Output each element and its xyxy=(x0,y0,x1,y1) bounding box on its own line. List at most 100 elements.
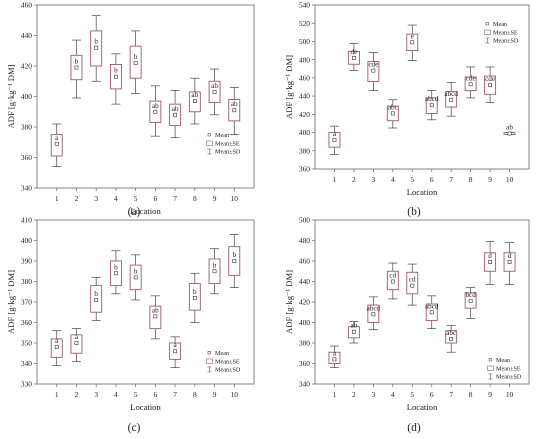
x-axis-label: Location xyxy=(407,402,438,412)
y-tick-label: 440 xyxy=(299,277,310,286)
y-tick-label: 340 xyxy=(21,359,32,368)
legend-se-box xyxy=(484,29,491,35)
y-tick-label: 360 xyxy=(21,153,32,162)
legend-mean-label: Mean xyxy=(493,21,507,28)
group-letter: ab xyxy=(231,100,238,108)
group-letter: a xyxy=(55,134,59,142)
legend-mean-marker xyxy=(207,133,211,137)
x-tick-label: 9 xyxy=(213,390,217,399)
mean-marker xyxy=(449,97,454,102)
mean-marker xyxy=(507,131,512,136)
group-letter: abcd xyxy=(444,90,458,98)
x-tick-label: 9 xyxy=(213,194,217,203)
y-axis-label: ADF [g·kg⁻¹ DM] xyxy=(6,64,16,128)
plot-frame xyxy=(314,4,530,170)
x-tick-label: 10 xyxy=(231,390,239,399)
y-tick-label: 420 xyxy=(299,298,310,307)
group-letter: de xyxy=(351,48,358,56)
mean-marker xyxy=(332,137,337,142)
x-tick-label: 1 xyxy=(55,390,59,399)
mean-marker xyxy=(133,275,138,280)
group-letter: ab xyxy=(351,322,358,330)
y-tick-label: 360 xyxy=(299,165,310,174)
chart-panel-c: 330 340 350 360 370 380 390 400 410 1 2 3 4 5 6 7 8 9 10 Lo… xyxy=(6,216,255,434)
y-tick-label: 440 xyxy=(299,92,310,101)
mean-marker xyxy=(94,45,99,50)
mean-marker xyxy=(449,336,454,341)
y-tick-label: 460 xyxy=(21,1,32,10)
y-tick-label: 420 xyxy=(299,110,310,119)
y-tick-label: 460 xyxy=(299,257,310,266)
mean-marker xyxy=(488,83,492,88)
group-letter: abcd xyxy=(425,302,439,310)
legend-se-box xyxy=(206,140,213,146)
legend-sd-label: Mean±SD xyxy=(496,374,522,381)
chart-panel-a: 340 360 380 400 420 440 460 1 2 3 4 5 6 7 8 9 10 Location… xyxy=(6,1,255,218)
legend-se-box xyxy=(206,358,213,364)
x-tick-label: 6 xyxy=(430,390,434,399)
chart-panel-d: 340 360 380 400 420 440 460 480 500 1 2 3 4 5 6 7 8 9 10 Lo… xyxy=(284,216,530,434)
x-tick-label: 2 xyxy=(352,390,356,399)
x-tick-label: 9 xyxy=(488,175,492,184)
mean-marker xyxy=(114,74,118,79)
x-tick-label: 5 xyxy=(410,390,414,399)
group-letter: b xyxy=(213,261,217,269)
x-tick-label: 8 xyxy=(193,194,197,203)
y-tick-label: 360 xyxy=(299,359,310,368)
x-tick-label: 2 xyxy=(352,175,356,184)
group-letter: b xyxy=(134,267,138,275)
legend-mean-label: Mean xyxy=(215,132,229,139)
x-tick-label: 2 xyxy=(75,194,79,203)
group-letter: a xyxy=(75,333,79,341)
mean-marker xyxy=(232,259,237,263)
x-tick-label: 6 xyxy=(154,390,158,399)
mean-marker xyxy=(507,260,512,264)
mean-marker xyxy=(212,90,217,94)
group-letter: ab xyxy=(152,102,159,110)
panel-label: (a) xyxy=(128,206,141,218)
x-tick-label: 3 xyxy=(372,175,376,184)
legend-se-label: Mean±SE xyxy=(493,29,518,36)
mean-marker xyxy=(133,61,138,65)
x-tick-label: 1 xyxy=(333,175,337,184)
mean-marker xyxy=(352,55,356,60)
group-letter: abc xyxy=(446,329,456,337)
group-letter: bcd xyxy=(465,291,476,299)
group-letter: e xyxy=(411,32,414,40)
y-axis-label: ADF [g·kg⁻¹ DM] xyxy=(6,270,16,334)
y-tick-label: 340 xyxy=(21,184,32,193)
se-box xyxy=(445,330,458,344)
mean-marker xyxy=(192,295,197,300)
group-letter: ab xyxy=(172,105,179,113)
group-letter: cde xyxy=(485,75,495,83)
group-letter: b xyxy=(232,251,236,259)
group-letter: b xyxy=(114,263,118,271)
legend-mean-label: Mean xyxy=(215,350,229,357)
x-tick-label: 10 xyxy=(506,390,514,399)
group-letter: a xyxy=(55,337,59,345)
x-tick-label: 4 xyxy=(391,175,395,184)
mean-marker xyxy=(410,40,415,45)
group-letter: abc xyxy=(388,103,398,111)
y-tick-label: 480 xyxy=(299,236,310,245)
group-letter: b xyxy=(134,53,138,61)
x-tick-label: 10 xyxy=(231,194,239,203)
x-tick-label: 5 xyxy=(410,175,414,184)
x-tick-label: 8 xyxy=(193,390,197,399)
mean-marker xyxy=(371,68,376,73)
y-tick-label: 380 xyxy=(299,146,310,155)
y-tick-label: 340 xyxy=(299,380,310,389)
group-letter: d xyxy=(508,252,512,260)
x-tick-label: 6 xyxy=(154,194,158,203)
legend-se-label: Mean±SE xyxy=(215,140,240,147)
x-tick-label: 1 xyxy=(55,194,59,203)
mean-marker xyxy=(232,108,237,113)
x-tick-label: 2 xyxy=(75,390,79,399)
group-letter: a xyxy=(333,130,337,138)
x-tick-label: 10 xyxy=(506,175,514,184)
x-axis-label: Location xyxy=(130,206,161,216)
plot-frame xyxy=(36,4,255,189)
y-tick-label: 540 xyxy=(299,1,310,10)
mean-marker xyxy=(488,260,492,264)
mean-marker xyxy=(74,65,79,70)
